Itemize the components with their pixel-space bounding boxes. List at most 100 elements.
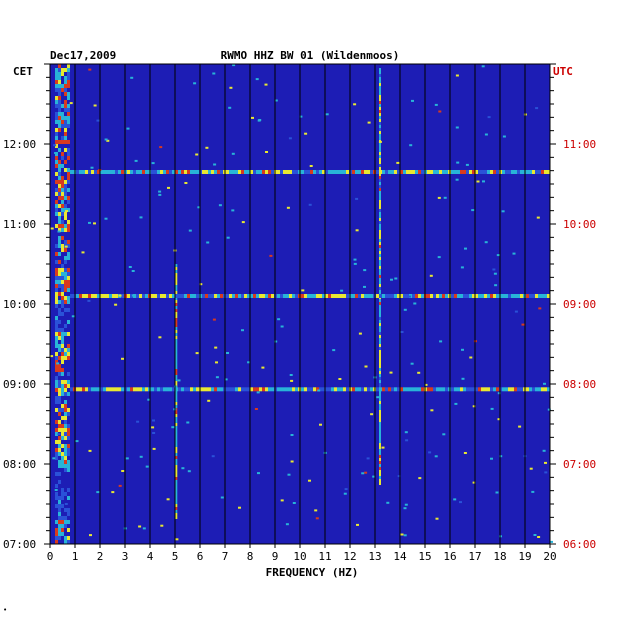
heatmap-cell (61, 368, 64, 372)
heatmap-cell (55, 472, 58, 476)
intermittent-line-cell (175, 303, 178, 306)
heatmap-cell (58, 420, 61, 424)
heatmap-cell (55, 88, 58, 92)
speckle-cell (454, 402, 458, 405)
heatmap-cell (67, 284, 70, 288)
speckle-cell (231, 209, 235, 212)
intermittent-line-cell (175, 402, 178, 405)
burst-cell (178, 387, 181, 392)
speckle-cell (472, 405, 476, 408)
heatmap-cell (64, 196, 67, 200)
intermittent-line-cell (175, 423, 178, 426)
burst-cell (262, 294, 265, 298)
burst-cell (97, 170, 100, 174)
heatmap-cell (67, 536, 70, 540)
heatmap-cell (67, 512, 70, 516)
persistent-line-cell (379, 209, 381, 212)
heatmap-cell (55, 448, 58, 452)
heatmap-cell (55, 320, 58, 324)
burst-cell (91, 170, 94, 174)
speckle-cell (232, 64, 236, 67)
speckle-cell (52, 457, 56, 460)
persistent-line-cell (379, 155, 381, 158)
burst-cell (370, 294, 373, 298)
burst-cell (280, 387, 283, 392)
intermittent-line-cell (175, 327, 178, 330)
heatmap-cell (64, 456, 67, 460)
burst-cell (160, 294, 163, 298)
persistent-line-cell (379, 239, 381, 242)
heatmap-cell (55, 328, 58, 332)
persistent-line-cell (379, 404, 381, 407)
heatmap-cell (61, 72, 64, 76)
heatmap-cell (58, 76, 61, 80)
speckle-cell (490, 407, 494, 410)
heatmap-cell (64, 248, 67, 252)
heatmap-cell (67, 344, 70, 348)
heatmap-cell (58, 168, 61, 172)
burst-cell (502, 294, 505, 298)
burst-cell (475, 170, 478, 174)
burst-cell (100, 170, 103, 174)
heatmap-cell (61, 212, 64, 216)
heatmap-cell (64, 180, 67, 184)
persistent-line-cell (379, 113, 381, 116)
heatmap-cell (55, 364, 58, 368)
date-label: Dec17,2009 (50, 49, 116, 62)
intermittent-line-cell (175, 438, 178, 441)
burst-cell (202, 294, 205, 298)
heatmap-cell (64, 204, 67, 208)
speckle-cell (378, 140, 382, 143)
burst-cell (307, 387, 310, 392)
burst-cell (202, 170, 205, 174)
persistent-line-cell (379, 428, 381, 431)
burst-cell (316, 294, 319, 298)
intermittent-line-cell (175, 495, 178, 498)
speckle-cell (443, 171, 447, 174)
x-tick-label: 12 (343, 550, 356, 563)
heatmap-cell (67, 196, 70, 200)
burst-cell (322, 170, 325, 174)
speckle-cell (247, 361, 251, 364)
heatmap-cell (67, 384, 70, 388)
speckle-cell (145, 465, 149, 468)
heatmap-cell (55, 272, 58, 276)
burst-cell (403, 294, 406, 298)
intermittent-line-cell (175, 516, 178, 519)
heatmap-cell (55, 172, 58, 176)
utc-label: UTC (553, 65, 573, 78)
speckle-cell (543, 382, 546, 385)
intermittent-line-cell (175, 465, 178, 468)
heatmap-cell (64, 452, 67, 456)
persistent-line-cell (379, 182, 381, 185)
burst-cell (313, 294, 316, 298)
burst-cell (253, 387, 256, 392)
burst-cell (286, 170, 289, 174)
persistent-line-cell (379, 434, 381, 437)
intermittent-line-cell (175, 273, 178, 276)
burst-cell (250, 387, 253, 392)
heatmap-cell (67, 432, 70, 436)
burst-cell (211, 387, 214, 392)
heatmap-cell (61, 228, 64, 232)
heatmap-cell (61, 192, 64, 196)
burst-cell (490, 170, 493, 174)
speckle-cell (409, 144, 413, 147)
speckle-cell (285, 523, 289, 526)
speckle-cell (186, 421, 190, 424)
speckle-cell (372, 475, 376, 478)
heatmap-cell (67, 188, 70, 192)
speckle-cell (497, 392, 501, 395)
heatmap-cell (61, 360, 64, 364)
burst-cell (175, 170, 178, 174)
burst-cell (268, 294, 271, 298)
persistent-line-cell (379, 440, 381, 443)
heatmap-cell (55, 208, 58, 212)
burst-cell (385, 170, 388, 174)
persistent-line-cell (379, 248, 381, 251)
x-axis: 0 1 2 3 4 5 6 7 8 9 10 11 12 13 14 15 16 17 18 19 20 (47, 544, 557, 563)
speckle-cell (212, 72, 216, 75)
speckle-cell (121, 470, 125, 472)
burst-cell (547, 170, 550, 174)
burst-cell (322, 387, 325, 392)
